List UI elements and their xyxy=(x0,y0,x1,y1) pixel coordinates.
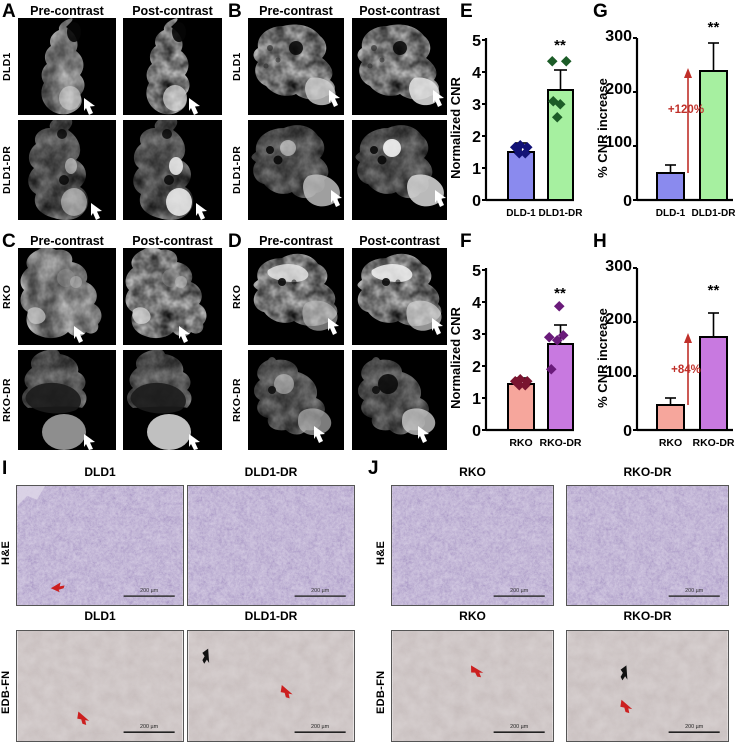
svg-text:0: 0 xyxy=(472,423,481,440)
svg-text:% CNR increase: % CNR increase xyxy=(595,78,610,178)
svg-text:300: 300 xyxy=(605,258,632,275)
svg-text:3: 3 xyxy=(472,327,481,344)
svg-text:3: 3 xyxy=(472,97,481,114)
svg-text:DLD1-DR: DLD1-DR xyxy=(692,208,737,219)
svg-text:Normalized CNR: Normalized CNR xyxy=(448,306,463,408)
svg-text:1: 1 xyxy=(472,391,481,408)
svg-text:300: 300 xyxy=(605,28,632,45)
svg-text:200 µm: 200 µm xyxy=(510,724,529,730)
svg-text:5: 5 xyxy=(472,33,481,50)
svg-text:**: ** xyxy=(708,19,720,36)
svg-text:DLD-1: DLD-1 xyxy=(506,208,536,219)
svg-text:200 µm: 200 µm xyxy=(311,724,330,730)
svg-text:+84%: +84% xyxy=(671,364,701,376)
svg-text:200 µm: 200 µm xyxy=(140,588,159,594)
svg-text:+120%: +120% xyxy=(668,104,704,116)
svg-text:200 µm: 200 µm xyxy=(510,588,529,594)
svg-text:2: 2 xyxy=(472,129,481,146)
svg-text:200 µm: 200 µm xyxy=(140,724,159,730)
svg-text:5: 5 xyxy=(472,263,481,280)
svg-text:**: ** xyxy=(554,285,566,302)
svg-text:RKO: RKO xyxy=(509,437,532,449)
svg-text:0: 0 xyxy=(623,423,632,440)
svg-text:**: ** xyxy=(554,37,566,54)
svg-text:2: 2 xyxy=(472,359,481,376)
svg-text:DLD-1: DLD-1 xyxy=(656,208,686,219)
svg-text:RKO: RKO xyxy=(659,437,682,449)
svg-text:Normalized CNR: Normalized CNR xyxy=(448,76,463,178)
svg-text:0: 0 xyxy=(623,193,632,210)
svg-text:1: 1 xyxy=(472,161,481,178)
svg-text:200 µm: 200 µm xyxy=(685,588,704,594)
svg-text:DLD1-DR: DLD1-DR xyxy=(539,208,583,219)
svg-text:200 µm: 200 µm xyxy=(311,588,330,594)
svg-text:RKO-DR: RKO-DR xyxy=(693,437,735,449)
svg-text:RKO-DR: RKO-DR xyxy=(540,437,582,449)
svg-text:4: 4 xyxy=(472,65,481,82)
svg-text:0: 0 xyxy=(472,193,481,210)
svg-text:200 µm: 200 µm xyxy=(685,724,704,730)
svg-text:% CNR increase: % CNR increase xyxy=(595,308,610,408)
svg-text:**: ** xyxy=(708,282,720,299)
svg-text:4: 4 xyxy=(472,295,481,312)
